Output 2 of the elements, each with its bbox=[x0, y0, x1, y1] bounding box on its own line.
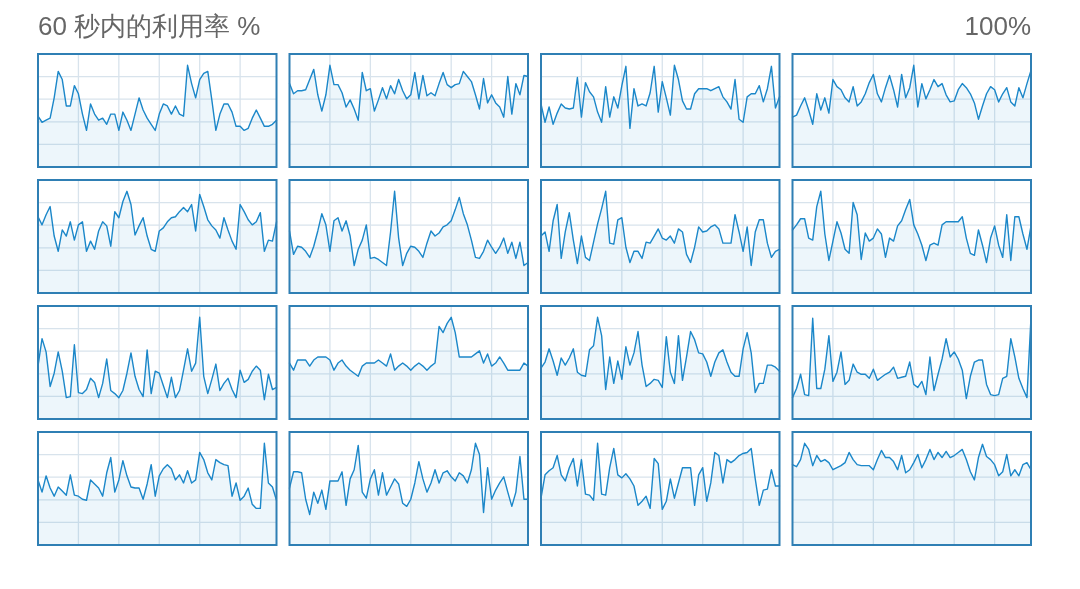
annotation: 100% bbox=[964, 11, 1031, 41]
title: 60 秒内的利用率 % bbox=[38, 11, 261, 41]
